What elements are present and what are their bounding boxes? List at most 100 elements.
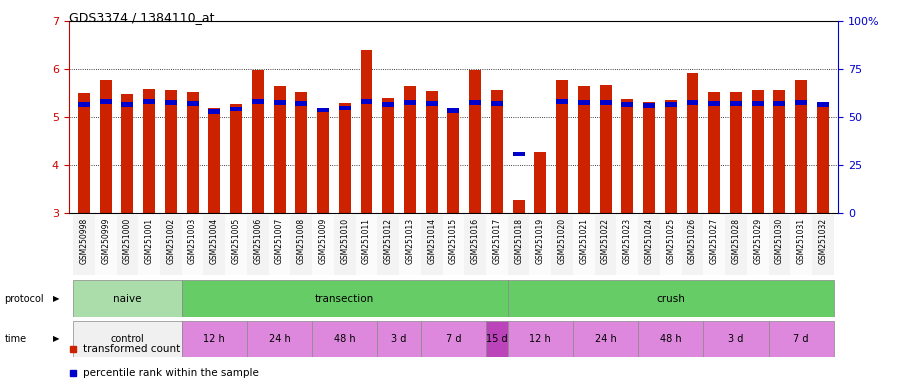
- Bar: [404, 86, 416, 213]
- Bar: [442, 215, 464, 275]
- Text: percentile rank within the sample: percentile rank within the sample: [82, 368, 258, 378]
- Bar: [795, 80, 807, 213]
- Bar: [703, 215, 725, 275]
- Text: GSM251025: GSM251025: [666, 218, 675, 264]
- Bar: [660, 215, 682, 275]
- Bar: [377, 215, 399, 275]
- Bar: [268, 215, 290, 275]
- Bar: [420, 215, 442, 275]
- Bar: [643, 102, 655, 213]
- Bar: [312, 321, 377, 357]
- Bar: [491, 90, 503, 213]
- Bar: [274, 86, 286, 213]
- Text: GSM251026: GSM251026: [688, 218, 697, 264]
- Text: ▶: ▶: [53, 294, 60, 303]
- Bar: [773, 90, 785, 213]
- Bar: [404, 100, 416, 105]
- Bar: [295, 92, 307, 213]
- Bar: [769, 215, 791, 275]
- Text: GSM251017: GSM251017: [493, 218, 501, 264]
- Bar: [426, 91, 438, 213]
- Bar: [138, 215, 160, 275]
- Bar: [333, 215, 355, 275]
- Bar: [317, 108, 329, 113]
- Bar: [252, 70, 264, 213]
- Bar: [208, 109, 221, 114]
- Text: GSM251013: GSM251013: [406, 218, 414, 264]
- Bar: [399, 215, 420, 275]
- Bar: [556, 99, 568, 104]
- Text: GSM251018: GSM251018: [514, 218, 523, 264]
- Bar: [100, 80, 112, 213]
- Bar: [181, 321, 247, 357]
- Bar: [600, 85, 612, 213]
- Bar: [752, 90, 764, 213]
- Bar: [578, 86, 590, 213]
- Bar: [122, 94, 134, 213]
- Text: GSM251029: GSM251029: [753, 218, 762, 264]
- Bar: [665, 100, 677, 213]
- Text: GSM251016: GSM251016: [471, 218, 480, 264]
- Bar: [252, 99, 264, 104]
- Bar: [73, 321, 181, 357]
- Bar: [187, 101, 199, 106]
- Bar: [447, 109, 460, 213]
- Bar: [339, 103, 351, 213]
- Bar: [73, 215, 94, 275]
- Bar: [426, 101, 438, 106]
- Bar: [165, 100, 177, 104]
- Bar: [686, 100, 699, 104]
- Bar: [464, 215, 486, 275]
- Bar: [361, 99, 373, 104]
- Text: 48 h: 48 h: [660, 334, 682, 344]
- Bar: [621, 99, 633, 213]
- Bar: [73, 280, 181, 317]
- Bar: [160, 215, 181, 275]
- Bar: [643, 103, 655, 108]
- Text: GSM251030: GSM251030: [775, 218, 784, 264]
- Text: ▶: ▶: [53, 334, 60, 343]
- Bar: [578, 100, 590, 105]
- Text: 24 h: 24 h: [268, 334, 290, 344]
- Text: 12 h: 12 h: [529, 334, 551, 344]
- Bar: [143, 89, 155, 213]
- Bar: [513, 152, 525, 157]
- Text: GSM251019: GSM251019: [536, 218, 545, 264]
- Bar: [507, 215, 529, 275]
- Bar: [225, 215, 247, 275]
- Bar: [181, 280, 507, 317]
- Bar: [361, 50, 373, 213]
- Text: 7 d: 7 d: [446, 334, 461, 344]
- Bar: [551, 215, 573, 275]
- Bar: [382, 98, 394, 213]
- Bar: [752, 101, 764, 106]
- Bar: [747, 215, 769, 275]
- Bar: [708, 101, 720, 106]
- Bar: [529, 215, 551, 275]
- Bar: [208, 108, 221, 213]
- Bar: [703, 321, 769, 357]
- Text: GSM251021: GSM251021: [579, 218, 588, 264]
- Bar: [725, 215, 747, 275]
- Bar: [686, 73, 699, 213]
- Text: 12 h: 12 h: [203, 334, 225, 344]
- Text: GSM251027: GSM251027: [710, 218, 719, 264]
- Bar: [420, 321, 486, 357]
- Bar: [382, 102, 394, 107]
- Bar: [122, 102, 134, 107]
- Bar: [773, 101, 785, 106]
- Bar: [616, 215, 638, 275]
- Text: GSM250999: GSM250999: [101, 218, 110, 265]
- Text: time: time: [5, 334, 27, 344]
- Text: GSM251010: GSM251010: [340, 218, 349, 264]
- Text: GSM251014: GSM251014: [427, 218, 436, 264]
- Bar: [377, 321, 420, 357]
- Text: GSM251004: GSM251004: [210, 218, 219, 264]
- Text: GSM251031: GSM251031: [797, 218, 806, 264]
- Text: 7 d: 7 d: [793, 334, 809, 344]
- Bar: [708, 92, 720, 213]
- Bar: [295, 101, 307, 106]
- Bar: [143, 99, 155, 104]
- Text: transection: transection: [315, 293, 375, 304]
- Bar: [513, 200, 525, 213]
